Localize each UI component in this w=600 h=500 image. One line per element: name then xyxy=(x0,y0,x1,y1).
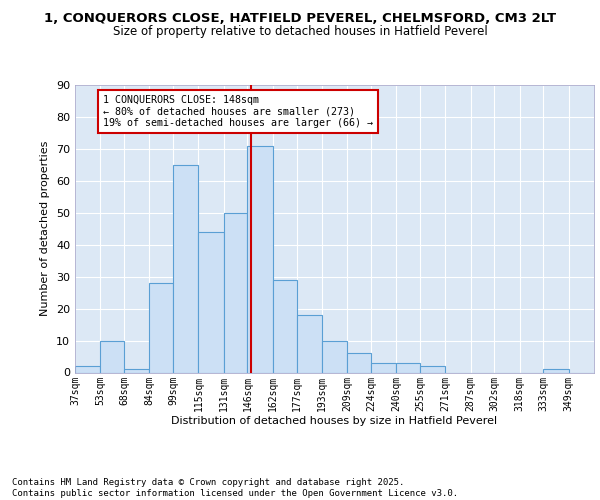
X-axis label: Distribution of detached houses by size in Hatfield Peverel: Distribution of detached houses by size … xyxy=(172,416,497,426)
Bar xyxy=(100,340,124,372)
Text: Size of property relative to detached houses in Hatfield Peverel: Size of property relative to detached ho… xyxy=(113,25,487,38)
Bar xyxy=(420,366,445,372)
Text: Contains HM Land Registry data © Crown copyright and database right 2025.
Contai: Contains HM Land Registry data © Crown c… xyxy=(12,478,458,498)
Bar xyxy=(322,340,347,372)
Bar xyxy=(75,366,100,372)
Bar xyxy=(544,370,569,372)
Bar xyxy=(396,363,420,372)
Bar xyxy=(124,370,149,372)
Bar xyxy=(247,146,273,372)
Bar xyxy=(149,283,173,372)
Bar xyxy=(173,165,199,372)
Text: 1, CONQUERORS CLOSE, HATFIELD PEVEREL, CHELMSFORD, CM3 2LT: 1, CONQUERORS CLOSE, HATFIELD PEVEREL, C… xyxy=(44,12,556,26)
Bar xyxy=(199,232,224,372)
Bar xyxy=(273,280,296,372)
Bar xyxy=(296,315,322,372)
Bar xyxy=(347,354,371,372)
Text: 1 CONQUERORS CLOSE: 148sqm
← 80% of detached houses are smaller (273)
19% of sem: 1 CONQUERORS CLOSE: 148sqm ← 80% of deta… xyxy=(103,94,373,128)
Y-axis label: Number of detached properties: Number of detached properties xyxy=(40,141,50,316)
Bar xyxy=(371,363,396,372)
Bar xyxy=(224,213,247,372)
